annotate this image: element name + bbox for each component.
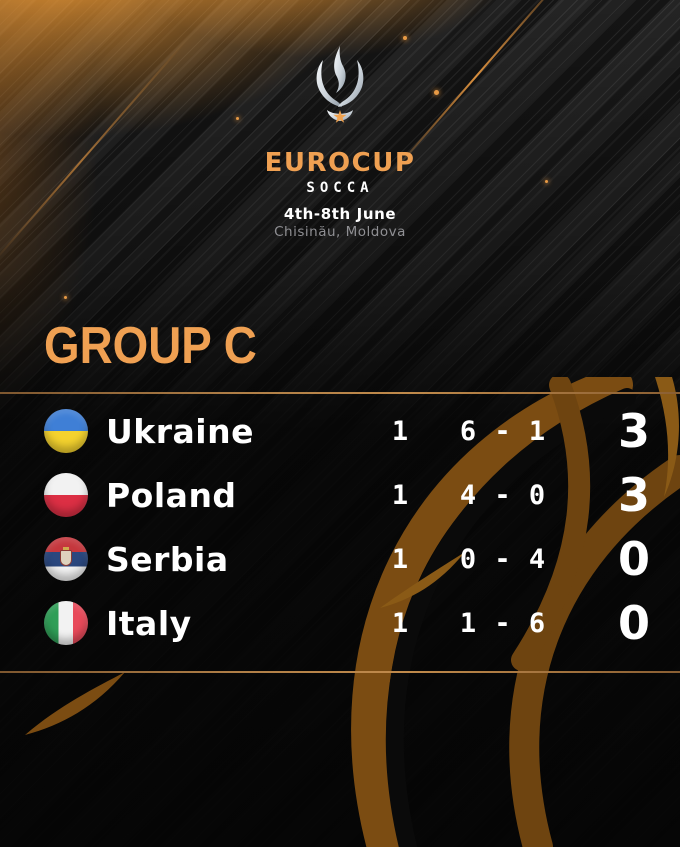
team-name: Poland — [106, 475, 237, 515]
event-header: EUROCUP SOCCA 4th-8th June Chisinău, Mol… — [0, 0, 680, 241]
sparkle-dot — [403, 36, 407, 40]
table-bottom-divider — [0, 671, 680, 673]
standings-table: Ukraine 1 6 - 1 3 Poland 1 4 - 0 3 Serbi… — [0, 399, 680, 655]
games-played: 1 — [391, 543, 409, 575]
star-icon — [333, 110, 347, 123]
points: 0 — [617, 532, 650, 586]
points: 3 — [617, 468, 650, 522]
goals-for-against: 6 - 1 — [459, 415, 547, 447]
team-name: Ukraine — [106, 411, 254, 451]
games-played: 1 — [391, 607, 409, 639]
team-name: Serbia — [106, 539, 229, 579]
sparkle-dot — [64, 296, 67, 299]
table-top-divider — [0, 392, 680, 394]
goals-for-against: 0 - 4 — [459, 543, 547, 575]
goals-for-against: 4 - 0 — [459, 479, 547, 511]
eurocup-socca-trophy-icon — [316, 46, 364, 123]
games-played: 1 — [391, 479, 409, 511]
table-row: Italy 1 1 - 6 0 — [0, 591, 680, 655]
group-title: GROUP C — [44, 317, 257, 375]
poland-flag-icon — [44, 473, 88, 517]
italy-flag-icon — [44, 601, 88, 645]
ukraine-flag-icon — [44, 409, 88, 453]
table-row: Poland 1 4 - 0 3 — [0, 463, 680, 527]
points: 0 — [617, 596, 650, 650]
sparkle-dot — [236, 117, 239, 120]
event-location: Chisinău, Moldova — [274, 224, 406, 241]
sparkle-dot — [434, 90, 439, 95]
points: 3 — [617, 404, 650, 458]
serbia-coat-of-arms-icon — [60, 547, 72, 567]
table-row: Serbia 1 0 - 4 0 — [0, 527, 680, 591]
event-dates: 4th-8th June — [283, 205, 397, 223]
team-name: Italy — [106, 603, 192, 643]
games-played: 1 — [391, 415, 409, 447]
event-title: EUROCUP — [264, 148, 416, 178]
serbia-flag-icon — [44, 537, 88, 581]
goals-for-against: 1 - 6 — [459, 607, 547, 639]
event-subtitle: SOCCA — [306, 180, 374, 196]
sparkle-dot — [545, 180, 548, 183]
table-row: Ukraine 1 6 - 1 3 — [0, 399, 680, 463]
